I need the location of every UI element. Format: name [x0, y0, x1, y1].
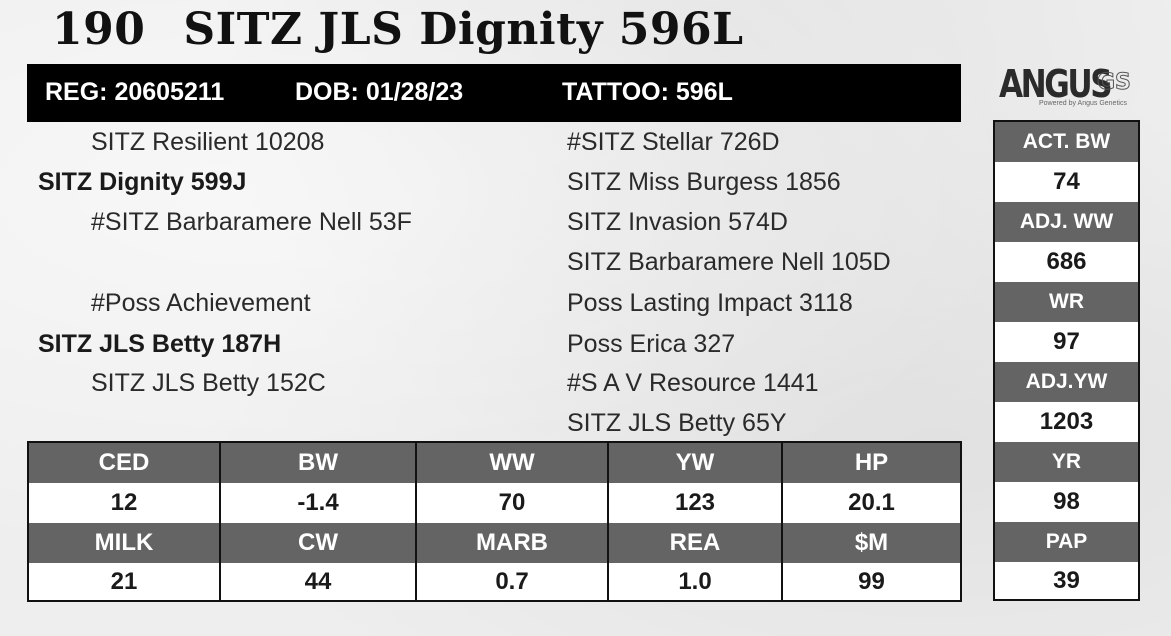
registration-bar: REG: 20605211 DOB: 01/28/23 TATTOO: 596L: [27, 64, 961, 122]
performance-label: YR: [995, 442, 1138, 482]
pedigree-dam-sire: #Poss Achievement: [91, 289, 311, 317]
performance-value: 74: [995, 162, 1138, 202]
pedigree-gg-3: SITZ Invasion 574D: [567, 208, 788, 236]
epd-value: 70: [417, 483, 609, 523]
pedigree-sire-dam: #SITZ Barbaramere Nell 53F: [91, 208, 412, 236]
epd-value: 0.7: [417, 563, 609, 600]
performance-value: 1203: [995, 402, 1138, 442]
tattoo: TATTOO: 596L: [562, 78, 733, 106]
logo-word: ANGUS: [999, 62, 1113, 106]
pedigree-gg-8: SITZ JLS Betty 65Y: [567, 409, 787, 437]
pedigree-gg-7: #S A V Resource 1441: [567, 369, 819, 397]
performance-value: 97: [995, 322, 1138, 362]
performance-label: ADJ.YW: [995, 362, 1138, 402]
performance-label: WR: [995, 282, 1138, 322]
performance-label: ACT. BW: [995, 122, 1138, 162]
epd-value: 20.1: [783, 483, 960, 523]
epd-value: 99: [783, 563, 960, 600]
epd-header-row: CED BW WW YW HP: [29, 443, 960, 483]
pedigree-gg-1: #SITZ Stellar 726D: [567, 128, 780, 156]
epd-label: REA: [609, 523, 783, 563]
epd-label: HP: [783, 443, 960, 483]
pedigree-gg-2: SITZ Miss Burgess 1856: [567, 168, 841, 196]
date-of-birth: DOB: 01/28/23: [295, 78, 464, 106]
pedigree-sire-sire: SITZ Resilient 10208: [91, 128, 325, 156]
pedigree-gg-4: SITZ Barbaramere Nell 105D: [567, 248, 891, 276]
performance-label: ADJ. WW: [995, 202, 1138, 242]
performance-value: 98: [995, 482, 1138, 522]
performance-value: 39: [995, 562, 1138, 599]
epd-label: BW: [221, 443, 417, 483]
epd-label: WW: [417, 443, 609, 483]
epd-value: 21: [29, 563, 221, 600]
lot-title: 190 SITZ JLS Dignity 596L: [52, 4, 744, 55]
pedigree-gg-5: Poss Lasting Impact 3118: [567, 289, 853, 317]
epd-value: 1.0: [609, 563, 783, 600]
epd-value: 123: [609, 483, 783, 523]
logo-tagline: Powered by Angus Genetics: [1039, 100, 1127, 107]
performance-label: PAP: [995, 522, 1138, 562]
pedigree-sire: SITZ Dignity 599J: [38, 168, 247, 196]
epd-label: MARB: [417, 523, 609, 563]
registration-number: REG: 20605211: [45, 78, 225, 106]
epd-table: CED BW WW YW HP 12 -1.4 70 123 20.1 MILK…: [27, 441, 962, 602]
lot-number: 190: [52, 4, 146, 55]
performance-value: 686: [995, 242, 1138, 282]
pedigree-gg-6: Poss Erica 327: [567, 330, 736, 358]
epd-label: CED: [29, 443, 221, 483]
performance-panel: ACT. BW 74 ADJ. WW 686 WR 97 ADJ.YW 1203…: [993, 120, 1140, 601]
epd-value-row: 12 -1.4 70 123 20.1: [29, 483, 960, 523]
pedigree-dam: SITZ JLS Betty 187H: [38, 330, 282, 358]
animal-name: SITZ JLS Dignity 596L: [183, 4, 744, 55]
epd-label: MILK: [29, 523, 221, 563]
epd-header-row: MILK CW MARB REA $M: [29, 523, 960, 563]
logo-suffix: GS: [1097, 70, 1132, 96]
epd-value-row: 21 44 0.7 1.0 99: [29, 563, 960, 600]
pedigree-dam-dam: SITZ JLS Betty 152C: [91, 369, 326, 397]
epd-value: 44: [221, 563, 417, 600]
epd-label: YW: [609, 443, 783, 483]
epd-label: CW: [221, 523, 417, 563]
epd-label: $M: [783, 523, 960, 563]
epd-value: -1.4: [221, 483, 417, 523]
epd-value: 12: [29, 483, 221, 523]
angus-gs-logo: ANGUS GS Powered by Angus Genetics: [999, 60, 1139, 110]
